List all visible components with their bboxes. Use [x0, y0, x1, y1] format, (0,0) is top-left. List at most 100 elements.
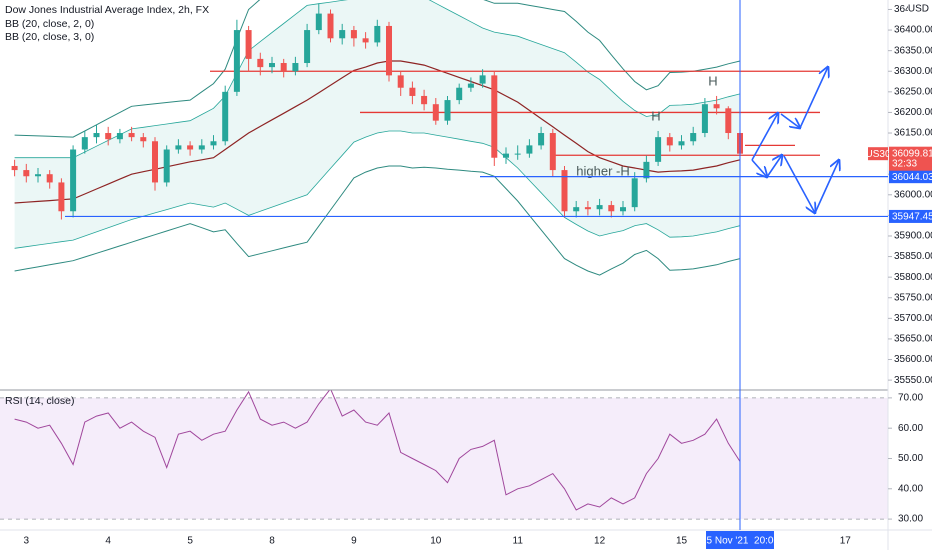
candle-body: [596, 205, 603, 210]
candle-body: [46, 174, 53, 183]
y-tick-label: 30.00: [898, 514, 923, 525]
countdown: 32:33: [892, 158, 917, 169]
y-tick-label: 35900.00: [894, 231, 932, 242]
candle-body: [58, 182, 65, 212]
candle-body: [467, 83, 474, 88]
candle-body: [678, 141, 685, 146]
x-tick-label: 15 Nov '21 20:00: [701, 536, 780, 547]
legend-entry: RSI (14, close): [5, 395, 74, 407]
candle-body: [257, 58, 264, 68]
forecast-arrow: [751, 159, 767, 177]
candle-body: [584, 207, 591, 210]
forecast-arrow: [780, 113, 800, 128]
y-tick-label: 70.00: [898, 393, 923, 404]
forecast-arrow: [766, 155, 782, 178]
candle-body: [245, 30, 252, 59]
rsi-pane: [0, 390, 888, 520]
annotation: higher -H: [576, 163, 629, 178]
x-tick-label: 12: [594, 536, 606, 547]
x-tick-label: 17: [840, 536, 852, 547]
x-tick-label: 11: [513, 536, 524, 547]
candle-body: [233, 30, 240, 92]
x-tick-label: 3: [24, 536, 30, 547]
x-label-bg: [706, 531, 774, 549]
candle-body: [549, 133, 556, 171]
forecast-arrow: [751, 113, 778, 161]
y-tick-label: 60.00: [898, 423, 923, 434]
candle-body: [479, 75, 486, 84]
price-label: 35947.45: [892, 212, 932, 223]
candle-body: [397, 75, 404, 88]
y-tick-label: 36250.00: [894, 86, 932, 97]
forecast-arrow: [814, 160, 839, 214]
band-fill: [14, 0, 740, 249]
y-tick-label: 35550.00: [894, 375, 932, 386]
band-line: [14, 0, 741, 159]
y-tick-label: 36150.00: [894, 128, 932, 139]
price-label-bg: [889, 146, 932, 171]
candle-body: [444, 100, 451, 121]
candle-body: [128, 133, 135, 138]
candle-body: [526, 145, 533, 154]
candle-body: [573, 207, 580, 212]
candle-body: [269, 63, 275, 68]
x-tick-label: 8: [269, 536, 275, 547]
currency-bg: [908, 2, 932, 16]
candle-body: [339, 30, 346, 39]
candle-body: [222, 91, 229, 142]
candle-body: [666, 137, 673, 146]
candle-body: [362, 38, 369, 43]
band-line: [14, 130, 741, 249]
drawings: [751, 67, 839, 214]
price-label: 36044.03: [892, 172, 932, 183]
y-tick-label: 36200.00: [894, 107, 932, 118]
rsi-zone: [0, 397, 888, 520]
candle-body: [456, 87, 463, 101]
price-axis-bg: [888, 0, 932, 550]
x-tick-label: 9: [351, 536, 357, 547]
candle-body: [503, 153, 509, 158]
legend-entry: BB (20, close, 2, 0): [5, 18, 94, 30]
x-tick-label: 10: [430, 536, 442, 547]
x-tick-label: 5: [187, 536, 193, 547]
candle-body: [514, 153, 521, 155]
y-tick-label: 35800.00: [894, 272, 932, 283]
candle-body: [35, 174, 41, 177]
band-line: [14, 165, 741, 276]
candle-body: [105, 133, 112, 140]
candle-body: [315, 13, 322, 31]
candle-body: [374, 25, 381, 43]
y-tick-label: 40.00: [898, 483, 923, 494]
y-tick-label: 36400.00: [894, 25, 932, 36]
y-tick-label: 35600.00: [894, 354, 932, 365]
price-label-bg: [889, 170, 932, 184]
candle-body: [491, 75, 498, 158]
y-tick-label: 36000.00: [894, 189, 932, 200]
candle-body: [409, 87, 416, 96]
candle-body: [701, 104, 708, 134]
candle-body: [643, 161, 650, 179]
candle-body: [140, 137, 147, 142]
candle-body: [327, 13, 334, 39]
candle-body: [210, 141, 217, 146]
symbol-bg: [868, 147, 888, 161]
candle-body: [70, 149, 77, 212]
y-tick-label: 35650.00: [894, 334, 932, 345]
annotation: H: [708, 73, 717, 88]
candle-body: [620, 207, 626, 212]
band-basis: [14, 60, 741, 204]
candle-body: [175, 145, 182, 150]
candle-body: [655, 137, 662, 162]
candle-body: [713, 104, 720, 109]
candle-body: [608, 205, 615, 212]
legend-entry: BB (20, close, 3, 0): [5, 31, 94, 43]
candle-body: [538, 133, 545, 146]
rsi-line: [14, 390, 741, 511]
y-tick-label: 36350.00: [894, 45, 932, 56]
candle-body: [187, 145, 194, 150]
candle-body: [292, 63, 299, 72]
y-tick-label: 35700.00: [894, 313, 932, 324]
x-tick-label: 4: [105, 536, 111, 547]
y-tick-label: 36300.00: [894, 66, 932, 77]
